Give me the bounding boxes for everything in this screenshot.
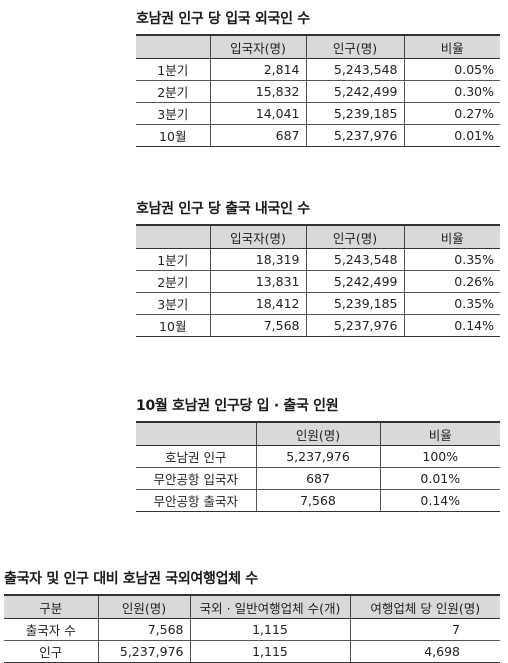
cell-population: 5,243,548 — [305, 58, 405, 81]
table4-header-count: 인원(명) — [97, 594, 191, 619]
table-row: 호남권 인구 5,237,976 100% — [136, 445, 500, 468]
table-row: 무안공항 입국자 687 0.01% — [136, 467, 500, 490]
table2-header-population: 인구(명) — [305, 224, 405, 249]
table3-title: 10월 호남권 인구당 입 · 출국 인원 — [136, 398, 339, 414]
table1-header-ratio: 비율 — [403, 34, 500, 59]
cell-entrants: 15,832 — [209, 80, 307, 103]
table2-header-entrants: 입국자(명) — [209, 224, 307, 249]
row-label: 1분기 — [136, 58, 211, 81]
cell-count: 687 — [255, 467, 381, 490]
cell-agencies: 1,115 — [189, 640, 351, 663]
table3: 인원(명) 비율 호남권 인구 5,237,976 100% 무안공항 입국자 … — [136, 421, 500, 512]
cell-entrants: 2,814 — [209, 58, 307, 81]
cell-ratio: 0.27% — [403, 102, 500, 125]
table3-header-ratio: 비율 — [379, 421, 500, 446]
table4-section: 출국자 및 인구 대비 호남권 국외여행업체 수 구분 인원(명) 국외 · 일… — [4, 568, 500, 663]
table-row: 2분기 13,831 5,242,499 0.26% — [136, 270, 500, 293]
cell-ratio: 0.05% — [403, 58, 500, 81]
table4-header-per-agency: 여행업체 당 인원(명) — [349, 594, 500, 619]
cell-population: 5,237,976 — [305, 124, 405, 147]
table-row: 10월 7,568 5,237,976 0.14% — [136, 314, 500, 337]
cell-entrants: 13,831 — [209, 270, 307, 293]
table4-header-agencies: 국외 · 일반여행업체 수(개) — [189, 594, 351, 619]
row-label: 10월 — [136, 124, 211, 147]
table2-header-ratio: 비율 — [403, 224, 500, 249]
table-row: 10월 687 5,237,976 0.01% — [136, 124, 500, 147]
cell-ratio: 0.30% — [403, 80, 500, 103]
table-row: 2분기 15,832 5,242,499 0.30% — [136, 80, 500, 103]
cell-ratio: 0.26% — [403, 270, 500, 293]
cell-entrants: 687 — [209, 124, 307, 147]
table3-section: 10월 호남권 인구당 입 · 출국 인원 인원(명) 비율 호남권 인구 5,… — [136, 395, 500, 512]
table-row: 1분기 18,319 5,243,548 0.35% — [136, 248, 500, 271]
row-label: 무안공항 입국자 — [136, 467, 257, 490]
cell-population: 5,237,976 — [305, 314, 405, 337]
table4-header-row: 구분 인원(명) 국외 · 일반여행업체 수(개) 여행업체 당 인원(명) — [4, 594, 500, 619]
table-row: 3분기 14,041 5,239,185 0.27% — [136, 102, 500, 125]
table1-section: 호남권 인구 당 입국 외국인 수 입국자(명) 인구(명) 비율 1분기 2,… — [136, 8, 500, 147]
table1-header-row: 입국자(명) 인구(명) 비율 — [136, 34, 500, 59]
table3-header-count: 인원(명) — [255, 421, 381, 446]
row-label: 1분기 — [136, 248, 211, 271]
cell-ratio: 0.35% — [403, 292, 500, 315]
row-label: 무안공항 출국자 — [136, 489, 257, 512]
table-row: 출국자 수 7,568 1,115 7 — [4, 618, 500, 641]
cell-entrants: 18,412 — [209, 292, 307, 315]
cell-ratio: 100% — [379, 445, 500, 468]
table2-header-blank — [136, 224, 211, 249]
cell-per-agency: 4,698 — [349, 640, 500, 663]
cell-ratio: 0.14% — [379, 489, 500, 512]
cell-per-agency: 7 — [349, 618, 500, 641]
table4-title: 출국자 및 인구 대비 호남권 국외여행업체 수 — [4, 571, 258, 587]
cell-count: 7,568 — [255, 489, 381, 512]
cell-population: 5,242,499 — [305, 270, 405, 293]
table3-header-row: 인원(명) 비율 — [136, 421, 500, 446]
table1: 입국자(명) 인구(명) 비율 1분기 2,814 5,243,548 0.05… — [136, 34, 500, 147]
cell-count: 5,237,976 — [97, 640, 191, 663]
cell-ratio: 0.14% — [403, 314, 500, 337]
row-label: 2분기 — [136, 80, 211, 103]
table1-header-entrants: 입국자(명) — [209, 34, 307, 59]
cell-population: 5,239,185 — [305, 102, 405, 125]
table2-section: 호남권 인구 당 출국 내국인 수 입국자(명) 인구(명) 비율 1분기 18… — [136, 198, 500, 337]
row-label: 출국자 수 — [4, 618, 99, 641]
table-row: 1분기 2,814 5,243,548 0.05% — [136, 58, 500, 81]
cell-population: 5,239,185 — [305, 292, 405, 315]
table-row: 인구 5,237,976 1,115 4,698 — [4, 640, 500, 663]
cell-ratio: 0.01% — [403, 124, 500, 147]
table2-header-row: 입국자(명) 인구(명) 비율 — [136, 224, 500, 249]
cell-population: 5,243,548 — [305, 248, 405, 271]
table1-header-blank — [136, 34, 211, 59]
cell-count: 5,237,976 — [255, 445, 381, 468]
cell-entrants: 14,041 — [209, 102, 307, 125]
table4-header-category: 구분 — [4, 594, 99, 619]
row-label: 3분기 — [136, 292, 211, 315]
cell-entrants: 7,568 — [209, 314, 307, 337]
row-label: 2분기 — [136, 270, 211, 293]
cell-population: 5,242,499 — [305, 80, 405, 103]
cell-ratio: 0.01% — [379, 467, 500, 490]
row-label: 호남권 인구 — [136, 445, 257, 468]
table2: 입국자(명) 인구(명) 비율 1분기 18,319 5,243,548 0.3… — [136, 224, 500, 337]
cell-ratio: 0.35% — [403, 248, 500, 271]
table1-title: 호남권 인구 당 입국 외국인 수 — [136, 11, 310, 27]
table4: 구분 인원(명) 국외 · 일반여행업체 수(개) 여행업체 당 인원(명) 출… — [4, 594, 500, 663]
row-label: 3분기 — [136, 102, 211, 125]
cell-count: 7,568 — [97, 618, 191, 641]
table-row: 무안공항 출국자 7,568 0.14% — [136, 489, 500, 512]
table-row: 3분기 18,412 5,239,185 0.35% — [136, 292, 500, 315]
cell-entrants: 18,319 — [209, 248, 307, 271]
cell-agencies: 1,115 — [189, 618, 351, 641]
row-label: 인구 — [4, 640, 99, 663]
table1-header-population: 인구(명) — [305, 34, 405, 59]
table2-title: 호남권 인구 당 출국 내국인 수 — [136, 201, 310, 217]
table3-header-blank — [136, 421, 257, 446]
row-label: 10월 — [136, 314, 211, 337]
